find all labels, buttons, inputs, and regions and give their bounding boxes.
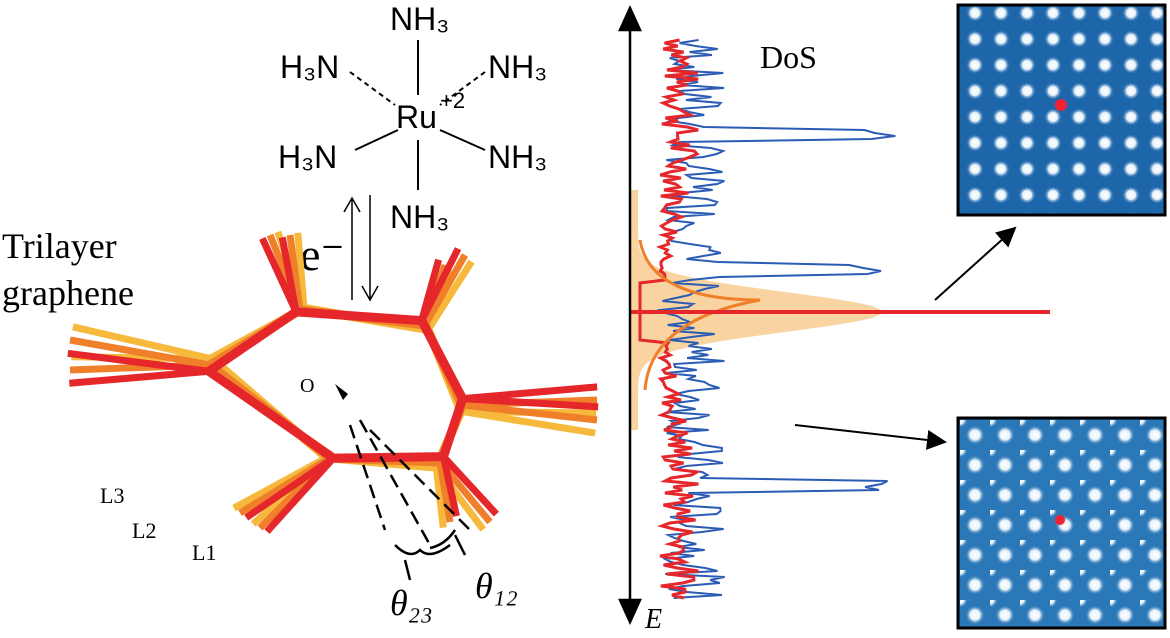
electron: e⁻ [300,229,345,280]
layer-label: L3 [100,483,124,508]
angle-marks [348,419,471,581]
layer-bond [440,455,460,517]
layer-bond [461,401,598,424]
ligand: NH₃ [390,1,449,37]
layer-bond [278,236,300,313]
layer-bond [294,232,308,309]
metal: Ru [396,99,437,135]
layer-bond [286,234,304,311]
layer-bond [418,258,442,322]
layer-label: L2 [132,518,156,543]
layer-bond [244,455,336,521]
angle-label: θ₁₂ [475,566,518,606]
layer-bond [440,454,499,517]
energy-axis [618,4,642,626]
dos-label: DoS [760,39,817,75]
origin-mark [335,384,348,400]
layer-label: L1 [192,540,216,565]
layer-bond [460,407,596,437]
layer-bond [69,367,210,387]
transfer-arrows [343,195,379,302]
angle-label: θ₂₃ [390,583,433,623]
layer-bond [67,349,210,375]
graphene-title: graphene [2,273,134,313]
arrow [934,226,1017,301]
ligand: NH₃ [390,199,449,235]
defect [1055,515,1065,525]
molecule [349,40,486,190]
origin: O [300,375,314,397]
dos-red [638,38,702,600]
layer-bond [462,395,599,411]
ligand-labels: NH₃ H₃N NH₃ H₃N NH₃ NH₃ Ru +2 [278,1,547,235]
charge: +2 [440,88,465,113]
axis-label: E [644,604,662,633]
ligand: H₃N [278,139,337,175]
dos-plot [630,38,1050,600]
ligand: NH₃ [488,49,547,85]
defect [1055,99,1067,111]
dos-orange [638,239,761,391]
layer-bond [436,461,454,523]
layer-bond [69,336,211,369]
layer-bond [264,455,337,534]
graphene-layers [67,230,599,534]
ligand: H₃N [280,49,339,85]
graphene-title: Trilayer [2,226,117,266]
layer-bond [72,323,213,363]
ligand: NH₃ [488,139,547,175]
layer-bond [432,466,447,528]
arrow [794,424,947,450]
